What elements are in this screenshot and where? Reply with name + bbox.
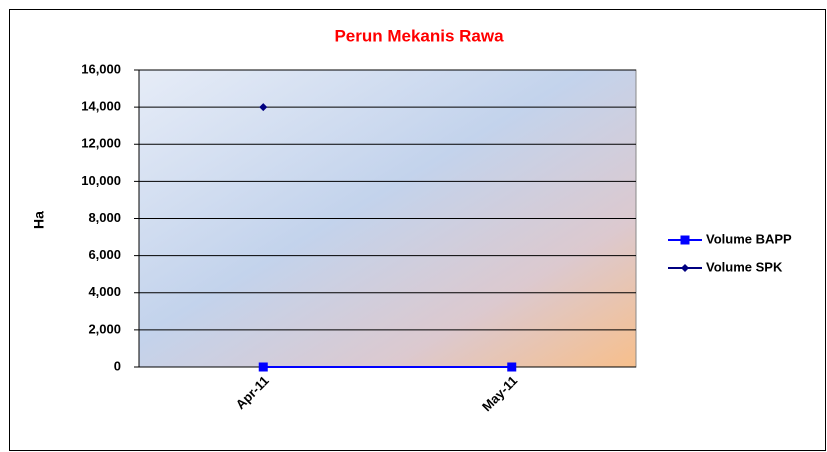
marker: [259, 103, 268, 112]
y-tick-label: 10,000: [81, 173, 121, 188]
y-tick-label: 12,000: [81, 136, 121, 151]
y-axis-label: Ha: [31, 211, 47, 229]
legend-label: Volume SPK: [706, 259, 783, 274]
marker: [258, 362, 268, 372]
y-tick-label: 0: [114, 358, 121, 373]
y-tick-label: 16,000: [81, 61, 121, 76]
legend-label: Volume BAPP: [706, 231, 792, 246]
marker: [680, 235, 690, 245]
y-tick-label: 2,000: [88, 321, 121, 336]
y-tick-label: 6,000: [88, 247, 121, 262]
y-tick-label: 8,000: [88, 210, 121, 225]
y-tick-label: 14,000: [81, 99, 121, 114]
y-tick-label: 4,000: [88, 284, 121, 299]
chart-title: Perun Mekanis Rawa: [334, 26, 504, 45]
marker: [507, 362, 517, 372]
marker: [681, 264, 689, 272]
